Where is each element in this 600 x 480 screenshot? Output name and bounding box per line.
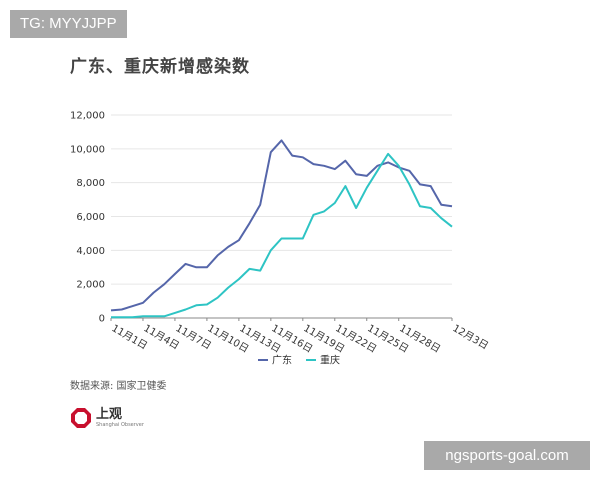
chart-title: 广东、重庆新增感染数 [70, 57, 250, 77]
logo-subtitle: Shanghai Observer [96, 421, 144, 428]
publisher-logo: 上观 Shanghai Observer [70, 405, 144, 431]
grid-lines [111, 114, 452, 319]
x-tick-label: 11月1日 [110, 322, 150, 352]
x-tick-label: 12月3日 [451, 322, 491, 352]
y-tick-label: 10,000 [70, 144, 105, 155]
legend-label: 重庆 [320, 354, 340, 367]
watermark-bottom-right: ngsports-goal.com [424, 441, 590, 470]
legend: 广东 重庆 [258, 354, 340, 367]
y-tick-label: 8,000 [76, 178, 105, 189]
y-tick-label: 4,000 [76, 246, 105, 257]
legend-label: 广东 [272, 354, 292, 367]
y-tick-label: 12,000 [70, 111, 105, 122]
logo-name: 上观 [96, 406, 123, 422]
y-tick-label: 2,000 [76, 280, 105, 291]
y-tick-label: 0 [99, 314, 105, 325]
y-axis: 0 2,000 4,000 6,000 8,000 10,000 12,000 [70, 111, 105, 325]
series-line-1 [110, 139, 453, 312]
series-lines [110, 139, 453, 319]
x-axis: 11月1日11月4日11月7日11月10日11月13日11月16日11月19日1… [110, 318, 491, 355]
watermark-top-left: TG: MYYJJPP [10, 10, 127, 38]
data-source: 数据来源: 国家卫健委 [70, 381, 167, 392]
series-line-2 [111, 152, 453, 319]
y-tick-label: 6,000 [76, 212, 105, 223]
x-tick-label: 11月7日 [173, 322, 213, 352]
octagon-logo-icon [71, 408, 91, 428]
x-tick-label: 11月4日 [141, 322, 181, 352]
